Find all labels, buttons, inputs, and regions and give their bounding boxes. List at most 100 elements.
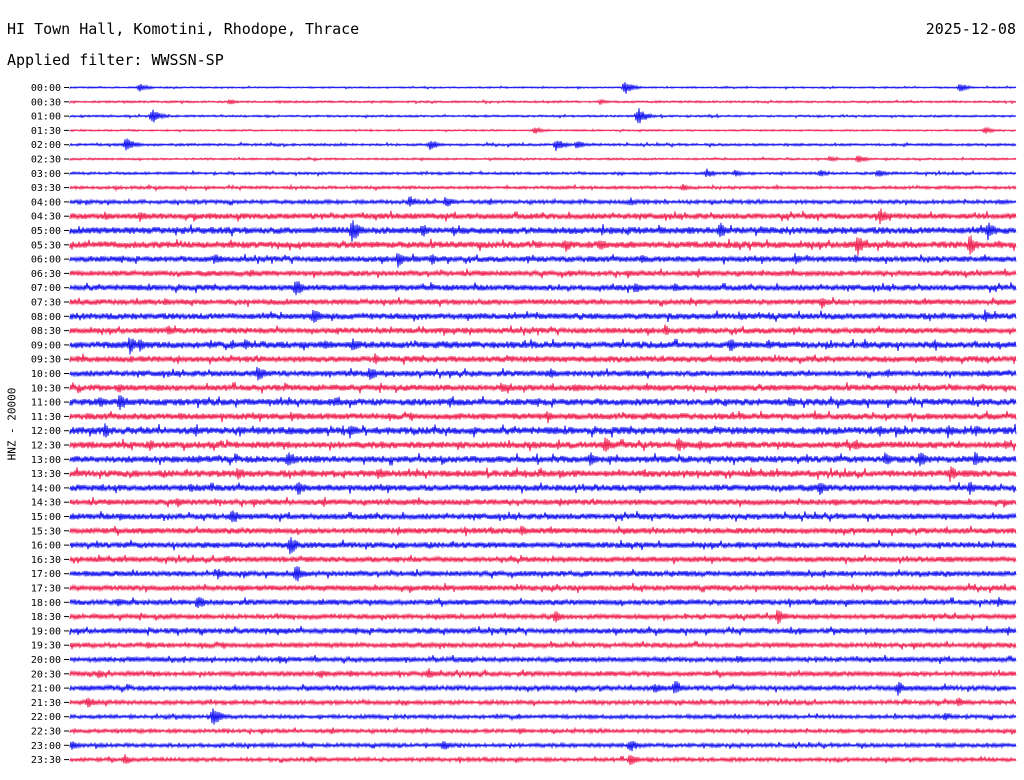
time-label: 03:30 (31, 183, 61, 194)
seismic-trace (69, 268, 1017, 279)
time-label: 21:00 (31, 684, 61, 695)
seismic-trace (69, 537, 1017, 555)
time-label: 00:30 (31, 97, 61, 108)
time-label: 22:00 (31, 712, 61, 723)
time-label: 02:00 (31, 140, 61, 151)
seismic-trace (69, 168, 1017, 178)
time-label: 09:00 (31, 340, 61, 351)
time-label: 12:00 (31, 426, 61, 437)
filter-line: Applied filter: WWSSN-SP (7, 51, 224, 69)
filter-prefix: Applied filter: (7, 51, 143, 69)
time-label: 14:00 (31, 483, 61, 494)
time-label: 18:30 (31, 612, 61, 623)
time-label: 17:30 (31, 584, 61, 595)
seismic-trace (69, 138, 1017, 151)
seismic-trace (69, 654, 1017, 664)
time-label: 19:30 (31, 641, 61, 652)
seismic-trace (69, 609, 1017, 625)
time-label: 21:30 (31, 698, 61, 709)
time-label: 11:00 (31, 398, 61, 409)
time-label: 11:30 (31, 412, 61, 423)
time-label: 06:00 (31, 255, 61, 266)
time-label: 08:00 (31, 312, 61, 323)
seismic-trace (69, 196, 1017, 207)
time-label: 06:30 (31, 269, 61, 280)
time-label: 20:00 (31, 655, 61, 666)
time-label: 13:00 (31, 455, 61, 466)
seismic-trace (69, 382, 1017, 394)
seismic-trace (69, 525, 1017, 537)
seismic-trace (69, 697, 1017, 708)
seismic-trace (69, 566, 1017, 582)
time-label: 13:30 (31, 469, 61, 480)
time-label: 19:00 (31, 626, 61, 637)
time-label: 01:00 (31, 112, 61, 123)
station-title: HI Town Hall, Komotini, Rhodope, Thrace (7, 20, 360, 38)
time-label: 10:00 (31, 369, 61, 380)
seismic-trace (69, 82, 1017, 94)
time-label: 05:30 (31, 240, 61, 251)
seismic-trace (69, 481, 1017, 496)
time-label: 01:30 (31, 126, 61, 137)
seismic-trace (69, 625, 1017, 636)
seismic-trace (69, 466, 1017, 482)
seismic-trace (69, 496, 1017, 508)
seismic-trace (69, 395, 1017, 411)
seismic-trace (69, 681, 1017, 696)
time-label: 20:30 (31, 669, 61, 680)
seismic-trace (69, 235, 1017, 256)
seismic-trace (69, 582, 1017, 594)
seismic-trace (69, 668, 1017, 679)
time-label: 14:30 (31, 498, 61, 509)
time-label: 15:00 (31, 512, 61, 523)
time-label: 03:00 (31, 169, 61, 180)
time-label: 09:30 (31, 355, 61, 366)
seismic-trace (69, 708, 1017, 725)
seismic-trace (69, 309, 1017, 323)
seismic-trace (69, 337, 1017, 355)
time-label: 16:30 (31, 555, 61, 566)
filter-name: WWSSN-SP (151, 51, 224, 69)
seismic-trace (69, 220, 1017, 242)
time-label: 04:00 (31, 197, 61, 208)
seismic-trace (69, 740, 1017, 752)
seismic-trace (69, 353, 1017, 365)
time-label: 23:30 (31, 755, 61, 766)
seismic-trace (69, 98, 1017, 105)
seismic-trace (69, 155, 1017, 163)
time-label: 10:30 (31, 383, 61, 394)
seismic-trace (69, 596, 1017, 609)
time-label: 07:30 (31, 298, 61, 309)
seismic-trace (69, 281, 1017, 296)
seismic-trace (69, 640, 1017, 650)
time-label: 08:30 (31, 326, 61, 337)
seismic-trace (69, 366, 1017, 381)
seismic-trace (69, 183, 1017, 192)
time-label: 17:00 (31, 569, 61, 580)
time-label: 05:00 (31, 226, 61, 237)
seismic-trace (69, 510, 1017, 523)
seismic-trace (69, 754, 1017, 766)
seismic-trace (69, 451, 1017, 467)
date-label: 2025-12-08 (925, 20, 1016, 38)
seismic-trace (69, 410, 1017, 424)
time-label: 22:30 (31, 727, 61, 738)
seismic-trace (69, 296, 1017, 309)
time-label: 04:30 (31, 212, 61, 223)
time-label: 12:30 (31, 441, 61, 452)
seismic-trace (69, 324, 1017, 336)
time-label: 18:00 (31, 598, 61, 609)
seismic-trace (69, 554, 1017, 565)
seismic-trace (69, 437, 1017, 452)
seismic-trace (69, 726, 1017, 736)
time-label: 16:00 (31, 541, 61, 552)
seismic-trace (69, 253, 1017, 268)
seismic-trace (69, 423, 1017, 439)
time-label: 00:00 (31, 83, 61, 94)
seismic-trace (69, 208, 1017, 225)
seismic-trace (69, 126, 1017, 134)
time-label: 02:30 (31, 155, 61, 166)
time-label: 15:30 (31, 526, 61, 537)
time-label: 23:00 (31, 741, 61, 752)
